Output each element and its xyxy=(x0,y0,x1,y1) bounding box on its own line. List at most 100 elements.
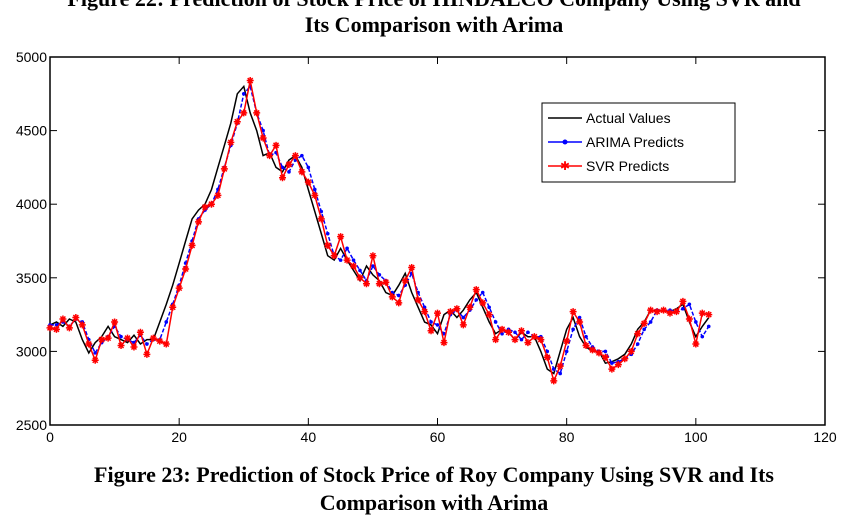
point-svr xyxy=(156,337,164,345)
point-svr xyxy=(627,347,635,355)
point-svr xyxy=(692,340,700,348)
point-svr xyxy=(52,325,60,333)
point-svr xyxy=(666,309,674,317)
point-arima xyxy=(306,165,311,170)
figure-caption-line2: Comparison with Arima xyxy=(319,490,549,515)
point-svr xyxy=(149,334,157,342)
point-arima xyxy=(345,246,349,251)
point-arima xyxy=(435,323,440,327)
point-svr xyxy=(543,353,551,361)
point-svr xyxy=(130,343,138,351)
x-tick-label: 60 xyxy=(430,429,446,445)
point-svr xyxy=(472,286,480,294)
point-svr xyxy=(233,118,241,126)
point-svr xyxy=(517,327,525,335)
point-svr xyxy=(220,165,228,173)
point-svr xyxy=(576,318,584,326)
point-arima xyxy=(164,320,169,324)
point-arima xyxy=(545,349,550,354)
point-arima xyxy=(241,92,246,96)
point-svr xyxy=(362,280,370,288)
y-tick-label: 2500 xyxy=(16,417,47,433)
point-svr xyxy=(259,134,267,142)
point-arima xyxy=(519,337,524,342)
point-svr xyxy=(382,278,390,286)
point-svr xyxy=(647,306,655,314)
point-arima xyxy=(54,323,59,327)
point-svr xyxy=(679,297,687,305)
point-svr xyxy=(408,263,416,271)
figure-caption-line1: Figure 23: Prediction of Stock Price of … xyxy=(94,462,774,487)
point-svr xyxy=(227,138,235,146)
point-arima xyxy=(312,187,317,192)
point-svr xyxy=(324,241,332,249)
point-svr xyxy=(595,349,603,357)
legend-label-svr: SVR Predicts xyxy=(586,158,669,174)
point-svr xyxy=(59,315,67,323)
point-arima xyxy=(706,324,711,329)
point-arima xyxy=(648,320,653,324)
point-svr xyxy=(266,152,274,160)
point-svr xyxy=(479,299,487,307)
y-tick-label: 3500 xyxy=(16,270,47,286)
point-svr xyxy=(162,340,170,348)
point-svr xyxy=(589,346,596,354)
point-svr xyxy=(459,321,467,329)
point-svr xyxy=(356,274,364,282)
point-arima xyxy=(526,330,530,335)
point-svr xyxy=(214,191,222,199)
point-svr xyxy=(537,336,545,344)
x-tick-label: 40 xyxy=(301,429,317,445)
point-svr xyxy=(614,361,622,369)
point-svr xyxy=(91,356,99,364)
point-svr xyxy=(505,328,513,336)
point-svr xyxy=(298,168,306,176)
point-arima xyxy=(358,268,362,273)
point-svr xyxy=(556,362,564,370)
point-svr xyxy=(317,215,325,223)
point-svr xyxy=(253,109,261,117)
point-arima xyxy=(694,320,698,324)
point-svr xyxy=(343,256,351,264)
point-svr xyxy=(304,178,312,186)
point-svr xyxy=(124,334,131,342)
point-arima xyxy=(319,209,324,214)
point-arima xyxy=(571,327,575,332)
point-arima xyxy=(500,331,504,336)
point-svr xyxy=(453,305,461,313)
x-tick-label: 80 xyxy=(559,429,575,445)
point-svr xyxy=(330,252,338,260)
point-svr xyxy=(136,328,144,336)
point-svr xyxy=(369,252,377,260)
point-arima xyxy=(261,128,265,133)
y-tick-label: 4500 xyxy=(16,123,47,139)
point-svr xyxy=(104,334,112,342)
point-arima xyxy=(558,371,563,376)
point-svr xyxy=(272,141,280,149)
point-arima xyxy=(487,305,491,310)
point-arima xyxy=(371,264,375,268)
point-arima xyxy=(461,315,466,320)
point-svr xyxy=(375,280,383,288)
point-svr xyxy=(182,265,190,273)
point-arima xyxy=(584,334,588,339)
point-svr xyxy=(582,342,590,350)
point-svr xyxy=(350,262,358,270)
point-svr xyxy=(705,311,713,319)
point-arima xyxy=(681,306,685,311)
point-svr xyxy=(337,233,345,241)
point-svr xyxy=(434,309,441,317)
point-arima xyxy=(493,320,498,324)
point-svr xyxy=(285,160,293,168)
point-svr xyxy=(395,299,403,307)
point-svr xyxy=(601,353,609,361)
y-tick-label: 3000 xyxy=(16,343,47,359)
point-svr xyxy=(421,308,429,316)
point-svr xyxy=(427,327,435,335)
point-arima xyxy=(325,231,330,236)
point-svr xyxy=(563,337,571,345)
point-svr xyxy=(498,325,506,333)
point-svr xyxy=(640,319,648,327)
point-svr xyxy=(621,355,629,363)
point-svr xyxy=(311,191,319,199)
